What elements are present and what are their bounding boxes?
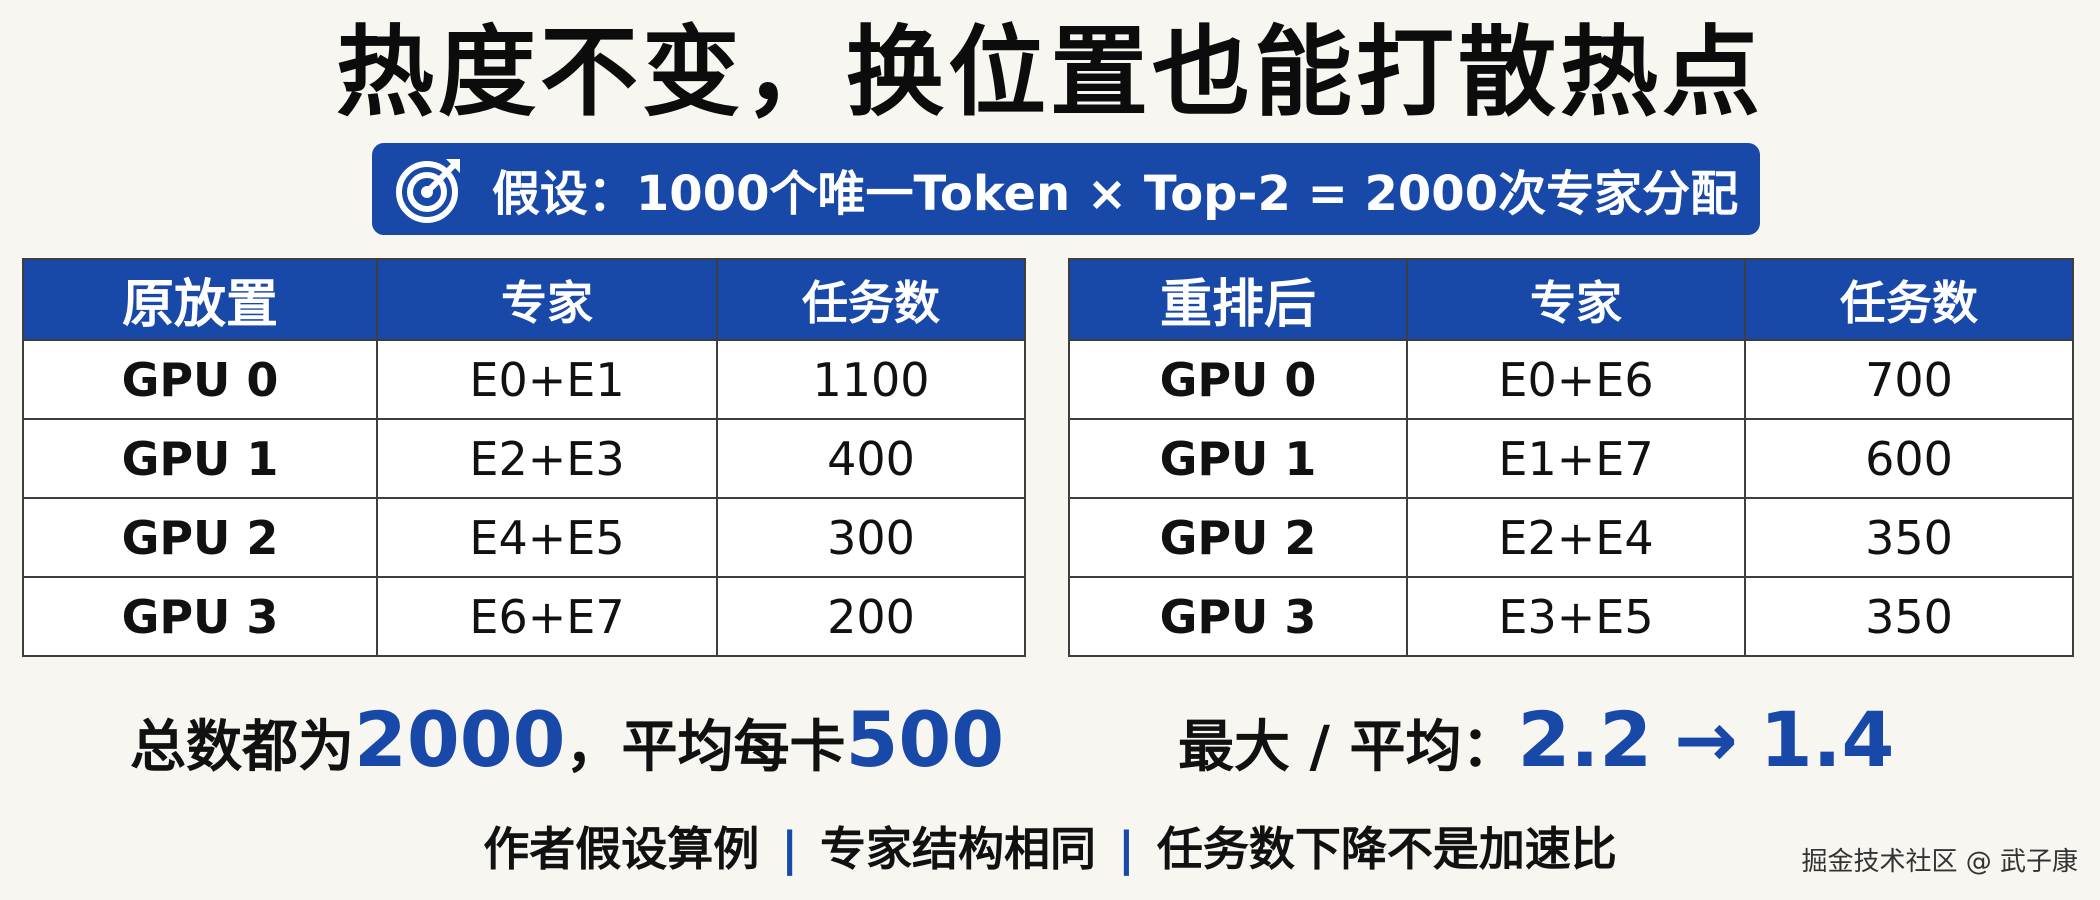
summary-prefix: 总数都为 xyxy=(130,715,354,780)
header-tasks: 任务数 xyxy=(716,258,1026,341)
gpu-cell: GPU 1 xyxy=(1068,418,1408,499)
gpu-cell: GPU 2 xyxy=(22,497,378,578)
table-row: GPU 3 E3+E5 350 xyxy=(1068,576,2074,657)
gpu-cell: GPU 2 xyxy=(1068,497,1408,578)
assumption-text: 假设：1000个唯一Token × Top-2 = 2000次专家分配 xyxy=(491,166,1739,222)
footer-note: 任务数下降不是加速比 xyxy=(1156,822,1617,876)
header-placement: 重排后 xyxy=(1068,258,1408,341)
tasks-cell: 600 xyxy=(1744,418,2074,499)
gpu-cell: GPU 3 xyxy=(1068,576,1408,657)
tasks-cell: 200 xyxy=(716,576,1026,657)
table-rearranged-placement: 重排后 专家 任务数 GPU 0 E0+E6 700 GPU 1 E1+E7 6… xyxy=(1068,258,2074,657)
table-original-placement: 原放置 专家 任务数 GPU 0 E0+E1 1100 GPU 1 E2+E3 … xyxy=(22,258,1026,657)
table-row: GPU 0 E0+E6 700 xyxy=(1068,339,2074,420)
tasks-cell: 400 xyxy=(716,418,1026,499)
table-header-row: 重排后 专家 任务数 xyxy=(1068,258,2074,341)
experts-cell: E2+E4 xyxy=(1406,497,1746,578)
experts-cell: E6+E7 xyxy=(376,576,718,657)
header-tasks: 任务数 xyxy=(1744,258,2074,341)
target-icon xyxy=(394,153,466,225)
ratio-before: 2.2 xyxy=(1517,695,1653,784)
table-row: GPU 3 E6+E7 200 xyxy=(22,576,1026,657)
page-title: 热度不变，换位置也能打散热点 xyxy=(335,16,1764,130)
tasks-cell: 300 xyxy=(716,497,1026,578)
ratio-label: 最大 / 平均： xyxy=(1178,715,1518,780)
footer-separator: | xyxy=(781,822,798,876)
tasks-cell: 350 xyxy=(1744,576,2074,657)
footer-note: 作者假设算例 xyxy=(483,822,760,876)
summary-middle: ，平均每卡 xyxy=(565,715,846,780)
header-experts: 专家 xyxy=(376,258,718,341)
gpu-cell: GPU 1 xyxy=(22,418,378,499)
summary-total-average: 总数都为2000，平均每卡500 xyxy=(130,690,1004,798)
gpu-cell: GPU 0 xyxy=(22,339,378,420)
ratio-after: 1.4 xyxy=(1759,695,1895,784)
experts-cell: E3+E5 xyxy=(1406,576,1746,657)
table-row: GPU 2 E4+E5 300 xyxy=(22,497,1026,578)
footer-notes: 作者假设算例 | 专家结构相同 | 任务数下降不是加速比 xyxy=(0,814,2100,884)
summary-average-value: 500 xyxy=(845,695,1005,784)
header-experts: 专家 xyxy=(1406,258,1746,341)
table-row: GPU 1 E2+E3 400 xyxy=(22,418,1026,499)
footer-note: 专家结构相同 xyxy=(820,822,1096,876)
table-row: GPU 0 E0+E1 1100 xyxy=(22,339,1026,420)
experts-cell: E0+E6 xyxy=(1406,339,1746,420)
tasks-cell: 350 xyxy=(1744,497,2074,578)
watermark: 掘金技术社区 @ 武子康 xyxy=(1801,847,2078,877)
gpu-cell: GPU 0 xyxy=(1068,339,1408,420)
tasks-cell: 1100 xyxy=(716,339,1026,420)
tasks-cell: 700 xyxy=(1744,339,2074,420)
experts-cell: E1+E7 xyxy=(1406,418,1746,499)
gpu-cell: GPU 3 xyxy=(22,576,378,657)
arrow-icon: → xyxy=(1674,695,1738,784)
table-row: GPU 2 E2+E4 350 xyxy=(1068,497,2074,578)
footer-separator: | xyxy=(1118,822,1135,876)
experts-cell: E4+E5 xyxy=(376,497,718,578)
experts-cell: E0+E1 xyxy=(376,339,718,420)
assumption-banner: 假设：1000个唯一Token × Top-2 = 2000次专家分配 xyxy=(372,143,1760,235)
table-header-row: 原放置 专家 任务数 xyxy=(22,258,1026,341)
header-placement: 原放置 xyxy=(22,258,378,341)
summary-total-value: 2000 xyxy=(354,695,566,784)
table-row: GPU 1 E1+E7 600 xyxy=(1068,418,2074,499)
experts-cell: E2+E3 xyxy=(376,418,718,499)
summary-max-avg-ratio: 最大 / 平均：2.2 → 1.4 xyxy=(1178,690,1894,798)
